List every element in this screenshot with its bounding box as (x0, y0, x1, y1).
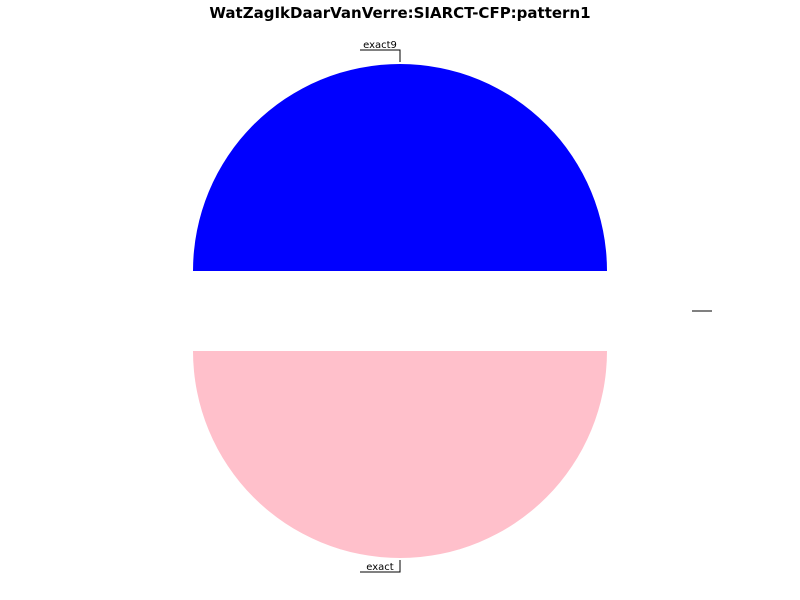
pie-slice-exact (193, 351, 607, 558)
pie-label-group-exact9: exact9 (360, 40, 401, 62)
chart-title: WatZagIkDaarVanVerre:SIARCT-CFP:pattern1 (209, 4, 591, 22)
pie-slices (193, 64, 607, 558)
pie-leader-line-exact (360, 560, 401, 573)
pie-label-exact9: exact9 (363, 40, 397, 51)
pie-slice-exact9 (193, 64, 607, 271)
pie-labels: exact9 exact (360, 40, 712, 573)
pie-label-exact: exact (366, 562, 394, 573)
pie-label-group-exact: exact (360, 560, 401, 573)
pie-leader-line-exact9 (360, 49, 401, 62)
